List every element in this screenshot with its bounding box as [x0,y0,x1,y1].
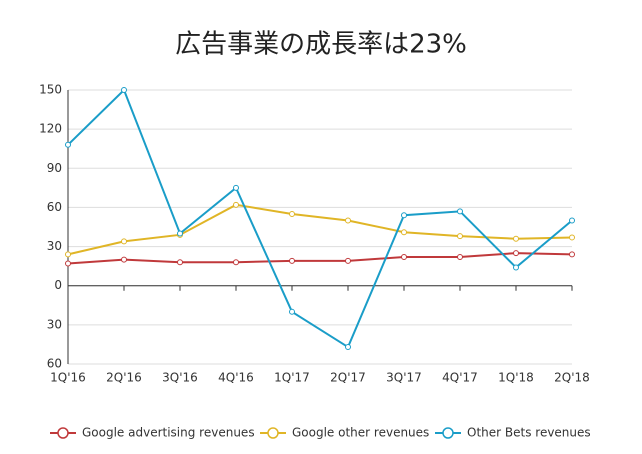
point [345,257,351,264]
point [401,212,407,219]
point [65,141,71,148]
point [345,344,351,351]
x-tick-label: 3Q'16 [162,371,198,385]
point [233,201,239,208]
x-tick-label: 1Q'17 [274,371,310,385]
series-line [67,88,573,349]
point [177,259,183,266]
point [513,235,519,242]
y-tick-label: 60 [47,200,62,214]
y-tick-label: 60 [47,357,62,371]
x-tick-label: 4Q'17 [442,371,478,385]
point [289,210,295,217]
x-tick-label: 1Q'18 [498,371,534,385]
point [65,251,71,258]
point [345,217,351,224]
legend-label: Other Bets revenues [467,426,591,440]
point [177,230,183,237]
point [401,254,407,261]
point [401,229,407,236]
point [121,256,127,263]
y-tick-label: 120 [39,122,62,136]
x-tick-label: 3Q'17 [386,371,422,385]
point [569,251,575,258]
point [457,208,463,215]
point [513,264,519,271]
legend-label: Google other revenues [292,426,429,440]
y-tick-label: 0 [54,278,62,292]
point [289,308,295,315]
point [121,238,127,245]
point [569,234,575,241]
point [233,184,239,191]
legend-marker [442,427,454,439]
point [289,257,295,264]
x-tick-label: 2Q'17 [330,371,366,385]
series-line [67,203,573,256]
legend-marker [57,427,69,439]
legend-label: Google advertising revenues [82,426,255,440]
point [233,259,239,266]
x-tick-label: 2Q'16 [106,371,142,385]
series-line [67,252,573,265]
chart-title: 広告事業の成長率は23% [175,30,467,60]
y-tick-label: 90 [47,161,62,175]
x-tick-label: 1Q'16 [50,371,86,385]
y-tick-label: 30 [47,317,62,331]
point [121,87,127,93]
point [65,260,71,267]
x-tick-label: 2Q'18 [554,371,590,385]
point [513,250,519,257]
point [569,217,575,224]
x-tick-label: 4Q'16 [218,371,254,385]
y-tick-label: 30 [47,239,62,253]
point [457,254,463,261]
y-tick-label: 150 [39,83,62,97]
legend-marker [267,427,279,439]
point [457,233,463,240]
